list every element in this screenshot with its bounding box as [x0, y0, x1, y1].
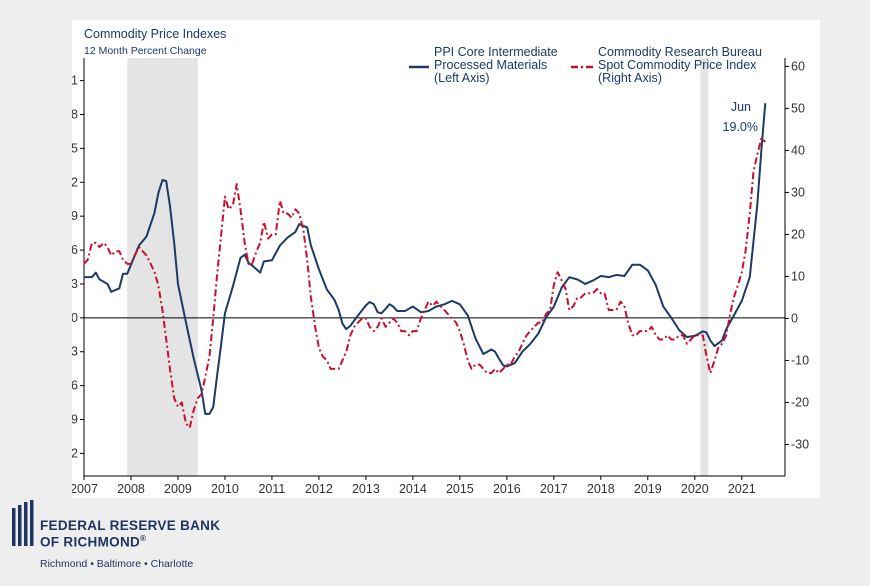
legend-label-ppi-core-1: PPI Core Intermediate — [434, 45, 558, 59]
left-tick-label--12: -12 — [72, 446, 78, 460]
left-tick-label-18: 18 — [72, 107, 78, 121]
annotation-month: Jun — [731, 100, 751, 114]
left-tick-label--3: -3 — [72, 345, 78, 359]
chart-panel: 2007 2008 2009 2010 2011 2012 2013 2014 2015 2016… — [72, 20, 820, 498]
x-tick-label-2008: 2008 — [117, 482, 145, 496]
x-tick-label-2007: 2007 — [72, 482, 98, 496]
right-tick-label-0: 0 — [791, 311, 798, 325]
x-tick-label-2010: 2010 — [211, 482, 239, 496]
left-tick-label-9: 9 — [72, 209, 78, 223]
legend-label-ppi-core-3: (Left Axis) — [434, 71, 490, 85]
legend-label-crb-spot-2: Spot Commodity Price Index — [598, 58, 757, 72]
x-tick-label-2013: 2013 — [352, 482, 380, 496]
logo-text-line2: OF RICHMOND® — [40, 534, 146, 550]
right-tick-label-20: 20 — [791, 227, 805, 241]
logo-tagline: Richmond • Baltimore • Charlotte — [40, 558, 194, 570]
series-line-crb-spot — [83, 136, 767, 429]
right-tick-label--10: -10 — [791, 353, 809, 367]
logo-text-line1: FEDERAL RESERVE BANK — [40, 518, 221, 533]
left-tick-label--6: -6 — [72, 379, 78, 393]
left-tick-label-3: 3 — [72, 277, 78, 291]
left-tick-label-12: 12 — [72, 175, 78, 189]
right-tick-label--30: -30 — [791, 437, 809, 451]
x-tick-label-2017: 2017 — [540, 482, 568, 496]
x-tick-label-2019: 2019 — [634, 482, 662, 496]
left-tick-label--9: -9 — [72, 413, 78, 427]
legend-label-ppi-core-2: Processed Materials — [434, 58, 547, 72]
right-tick-label-60: 60 — [791, 59, 805, 73]
left-tick-label-6: 6 — [72, 243, 78, 257]
legend-label-crb-spot-1: Commodity Research Bureau — [598, 45, 762, 59]
right-tick-label-50: 50 — [791, 101, 805, 115]
series-line-ppi-core — [84, 103, 767, 415]
legend-label-crb-spot-3: (Right Axis) — [598, 71, 662, 85]
right-tick-label--20: -20 — [791, 395, 809, 409]
annotation-value: 19.0% — [723, 120, 758, 134]
chart-title: Commodity Price Indexes — [84, 27, 226, 41]
x-tick-label-2012: 2012 — [305, 482, 333, 496]
fed-richmond-logo: FEDERAL RESERVE BANK OF RICHMOND® Richmo… — [12, 496, 312, 582]
left-tick-label-21: 21 — [72, 74, 78, 88]
commodity-price-chart: 2007 2008 2009 2010 2011 2012 2013 2014 2015 2016… — [72, 27, 809, 496]
x-tick-label-2016: 2016 — [493, 482, 521, 496]
recession-band-1 — [127, 58, 198, 476]
x-tick-label-2018: 2018 — [587, 482, 615, 496]
right-tick-label-10: 10 — [791, 269, 805, 283]
x-tick-label-2021: 2021 — [728, 482, 756, 496]
chart-subtitle: 12 Month Percent Change — [84, 45, 207, 57]
recession-band-2 — [700, 58, 709, 476]
x-tick-label-2011: 2011 — [258, 482, 285, 496]
left-tick-label-15: 15 — [72, 141, 78, 155]
x-tick-label-2009: 2009 — [164, 482, 192, 496]
eagle-emblem-icon — [12, 500, 34, 546]
x-tick-label-2015: 2015 — [446, 482, 474, 496]
registered-mark: ® — [140, 534, 147, 543]
x-tick-label-2020: 2020 — [681, 482, 709, 496]
x-tick-label-2014: 2014 — [399, 482, 427, 496]
logo-text-line2-main: OF RICHMOND — [40, 534, 141, 550]
right-tick-label-40: 40 — [791, 143, 805, 157]
right-tick-label-30: 30 — [791, 185, 805, 199]
left-tick-label-0: 0 — [72, 311, 78, 325]
